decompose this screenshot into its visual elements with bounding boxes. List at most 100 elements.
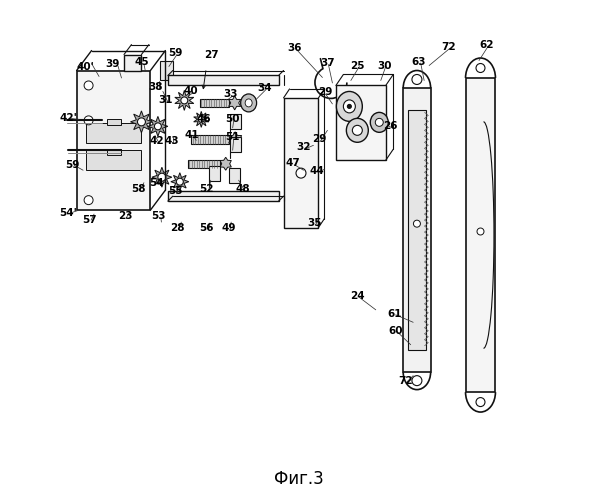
Bar (191, 135, 229, 144)
Ellipse shape (476, 398, 485, 406)
Bar (403, 88, 430, 372)
Text: 29: 29 (318, 88, 332, 98)
Text: 45: 45 (134, 56, 149, 66)
Text: 29: 29 (312, 134, 327, 144)
Ellipse shape (476, 64, 485, 72)
Bar (466, 78, 496, 392)
Ellipse shape (343, 100, 355, 113)
Polygon shape (131, 111, 152, 133)
Text: 25: 25 (350, 60, 365, 70)
Text: 54': 54' (59, 208, 77, 218)
Text: 33: 33 (223, 90, 238, 100)
Bar (85, 123, 141, 143)
Text: 26: 26 (383, 122, 398, 132)
Bar (168, 191, 279, 201)
Polygon shape (148, 116, 168, 136)
Text: 40: 40 (184, 86, 199, 97)
Ellipse shape (336, 92, 362, 122)
Ellipse shape (241, 94, 257, 112)
Ellipse shape (198, 116, 204, 122)
Text: 61: 61 (387, 309, 402, 319)
Bar (230, 114, 241, 130)
Text: 51: 51 (226, 132, 240, 142)
Ellipse shape (346, 118, 368, 142)
Ellipse shape (155, 123, 161, 130)
Text: 72: 72 (398, 376, 413, 386)
Text: 24: 24 (350, 291, 365, 301)
Text: 47: 47 (285, 158, 300, 168)
Text: 40': 40' (76, 62, 94, 72)
Text: 36: 36 (288, 43, 302, 53)
Bar (336, 86, 386, 160)
Text: 53: 53 (152, 211, 166, 221)
Text: 58: 58 (131, 184, 145, 194)
Ellipse shape (370, 112, 388, 132)
Ellipse shape (412, 74, 422, 85)
Text: 50: 50 (225, 114, 239, 124)
Polygon shape (175, 90, 194, 110)
Text: 30: 30 (377, 60, 392, 70)
Bar (188, 160, 220, 168)
Text: 54: 54 (149, 178, 164, 188)
Text: 37: 37 (320, 58, 335, 68)
Text: 44: 44 (309, 166, 324, 176)
Text: 46: 46 (196, 114, 211, 124)
Text: 49: 49 (221, 223, 236, 233)
Ellipse shape (347, 104, 352, 108)
Text: 59: 59 (65, 160, 79, 170)
Bar (168, 76, 279, 86)
Ellipse shape (84, 196, 93, 204)
Ellipse shape (176, 178, 183, 185)
Text: 62: 62 (480, 40, 494, 50)
Text: 23: 23 (118, 211, 132, 221)
Text: 34: 34 (257, 83, 272, 93)
Bar (124, 54, 141, 70)
Polygon shape (220, 158, 231, 170)
Polygon shape (171, 172, 189, 190)
Bar (229, 168, 239, 182)
Text: 63: 63 (411, 56, 426, 66)
Bar (284, 98, 318, 228)
Polygon shape (193, 112, 209, 128)
Bar (209, 166, 220, 181)
Text: 32: 32 (296, 142, 310, 152)
Ellipse shape (477, 228, 484, 235)
Ellipse shape (158, 173, 166, 181)
Text: 57: 57 (82, 215, 96, 225)
Text: Фиг.3: Фиг.3 (273, 470, 324, 488)
Ellipse shape (296, 168, 306, 178)
Text: 39: 39 (105, 59, 119, 69)
Text: 31: 31 (159, 96, 173, 106)
Bar (200, 99, 229, 107)
Text: 41: 41 (185, 130, 199, 140)
Text: 55: 55 (168, 186, 183, 196)
Ellipse shape (245, 99, 252, 107)
Text: 59: 59 (168, 48, 183, 58)
Text: 43: 43 (164, 136, 179, 146)
Ellipse shape (412, 376, 422, 386)
Text: 38: 38 (149, 82, 163, 92)
Text: 42: 42 (149, 136, 164, 146)
Ellipse shape (376, 118, 383, 126)
Ellipse shape (84, 81, 93, 90)
Ellipse shape (181, 97, 188, 104)
Ellipse shape (352, 126, 362, 136)
Text: 27: 27 (204, 50, 219, 59)
Ellipse shape (137, 118, 146, 126)
Bar (85, 150, 141, 170)
Text: 52: 52 (199, 184, 214, 194)
Text: 72: 72 (441, 42, 456, 51)
Bar (161, 60, 173, 80)
Polygon shape (152, 167, 172, 187)
Text: 42': 42' (59, 114, 77, 124)
Bar (76, 70, 150, 210)
Ellipse shape (84, 116, 93, 125)
Bar (230, 138, 241, 152)
Text: 60: 60 (389, 326, 403, 336)
Text: 35: 35 (307, 218, 322, 228)
Polygon shape (229, 132, 242, 147)
Bar (106, 150, 122, 156)
Bar (408, 110, 426, 350)
Ellipse shape (414, 220, 420, 227)
Text: 56: 56 (199, 223, 214, 233)
